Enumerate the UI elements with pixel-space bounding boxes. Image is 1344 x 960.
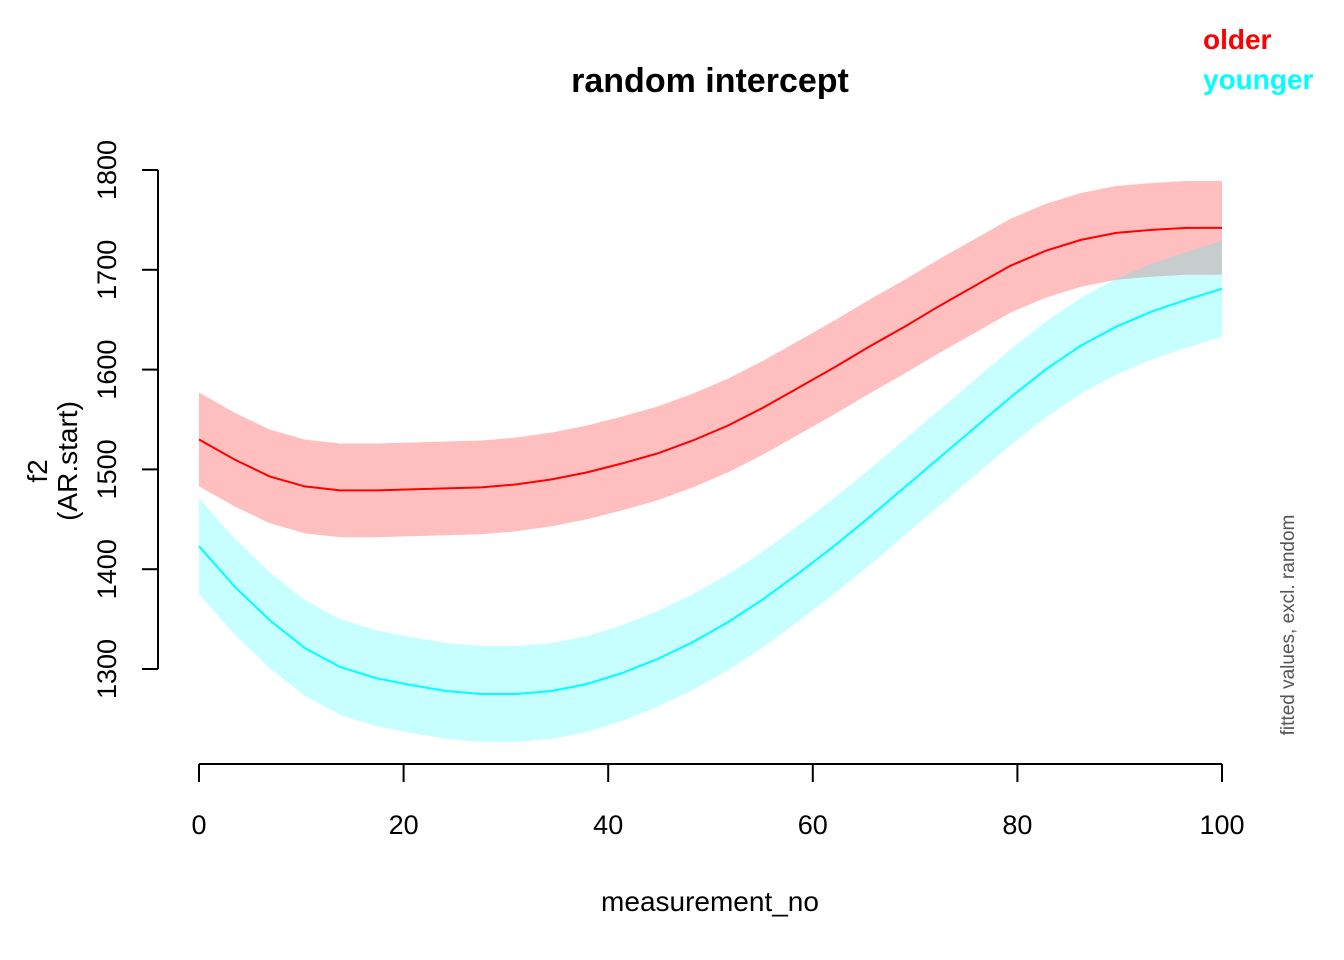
fitted-values-note: fitted values, excl. random: [1278, 515, 1299, 736]
x-tick-label: 0: [191, 810, 206, 840]
series-line-younger: [198, 287, 1223, 695]
chart-title: random intercept: [571, 62, 849, 100]
confidence-bands: [199, 181, 1222, 742]
x-tick-label: 40: [593, 810, 623, 840]
x-tick-label: 20: [389, 810, 419, 840]
y-tick-label: 1300: [92, 639, 122, 699]
y-tick-label: 1400: [92, 539, 122, 599]
y-tick-label: 1700: [92, 240, 122, 300]
series-lines: [198, 226, 1223, 695]
series-line-older: [198, 226, 1222, 492]
x-axis: 0 20 40 60 80 100: [191, 763, 1245, 840]
legend-older: older: [1203, 24, 1272, 55]
y-tick-label: 1500: [92, 439, 122, 499]
ci-band-younger: [199, 240, 1222, 742]
y-tick-label: 1800: [92, 140, 122, 200]
y-axis: 1300 1400 1500 1600 1700 1800: [92, 140, 159, 699]
x-axis-label: measurement_no: [601, 886, 819, 917]
y-tick-label: 1600: [92, 340, 122, 400]
x-tick-label: 100: [1199, 810, 1244, 840]
y-axis-sublabel: (AR.start): [52, 401, 83, 521]
ci-band-older: [199, 181, 1222, 538]
x-tick-label: 60: [798, 810, 828, 840]
x-tick-label: 80: [1002, 810, 1032, 840]
y-axis-label: f2: [22, 459, 53, 482]
legend-younger: younger: [1203, 64, 1314, 95]
